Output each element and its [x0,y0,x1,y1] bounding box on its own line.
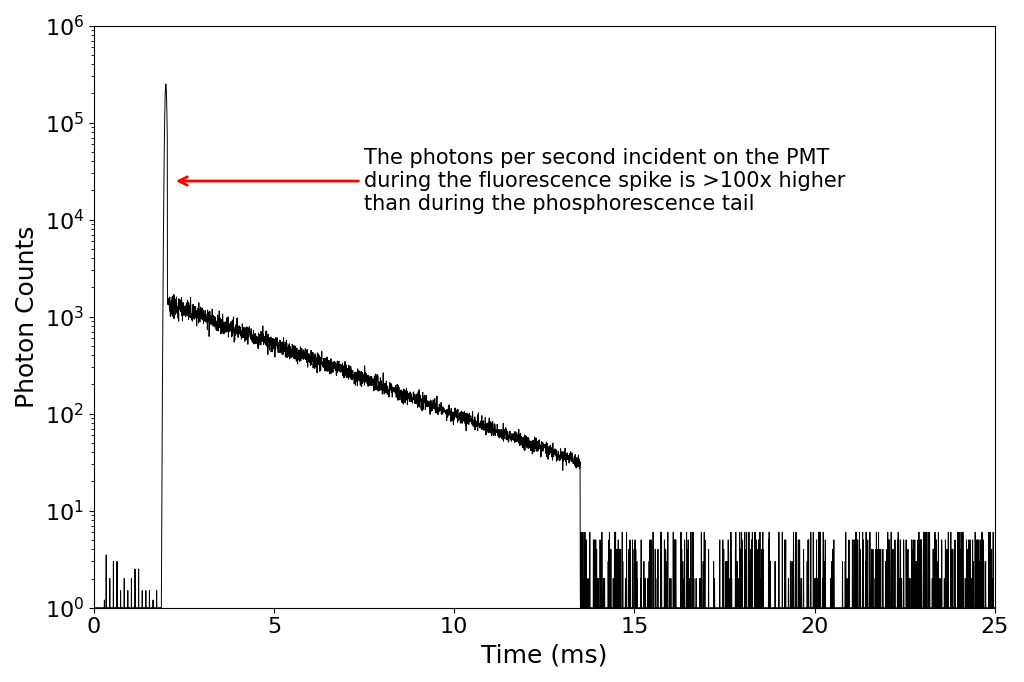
Text: The photons per second incident on the PMT
during the fluorescence spike is >100: The photons per second incident on the P… [179,148,846,214]
X-axis label: Time (ms): Time (ms) [481,643,607,667]
Y-axis label: Photon Counts: Photon Counts [15,226,39,408]
